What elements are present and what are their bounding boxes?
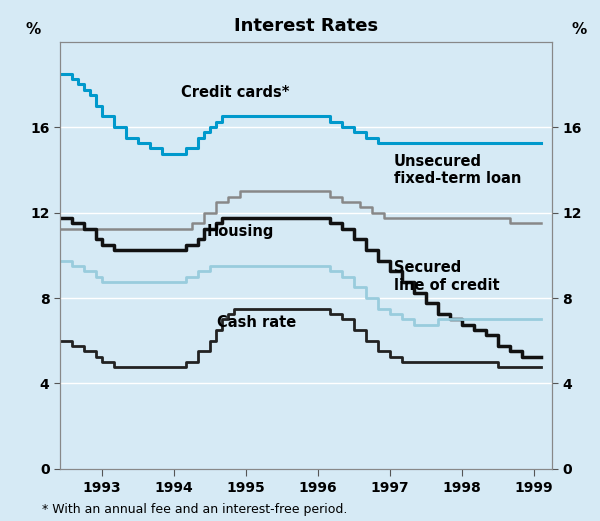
Text: Unsecured
fixed-term loan: Unsecured fixed-term loan <box>394 154 521 186</box>
Text: Cash rate: Cash rate <box>217 315 296 330</box>
Text: %: % <box>571 22 587 38</box>
Text: Credit cards*: Credit cards* <box>181 85 290 101</box>
Text: * With an annual fee and an interest-free period.: * With an annual fee and an interest-fre… <box>42 503 347 516</box>
Title: Interest Rates: Interest Rates <box>234 17 378 34</box>
Text: Housing: Housing <box>206 225 274 239</box>
Text: %: % <box>25 22 41 38</box>
Text: Secured
line of credit: Secured line of credit <box>394 260 499 293</box>
